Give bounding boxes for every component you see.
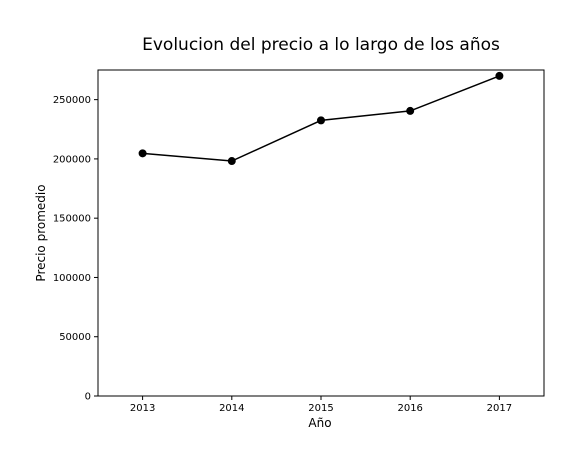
y-tick-label: 0 bbox=[85, 392, 91, 403]
y-tick-label: 200000 bbox=[53, 154, 91, 165]
y-tick-label: 150000 bbox=[53, 214, 91, 225]
data-point bbox=[406, 106, 415, 115]
y-axis: 0 50000 100000 150000 200000 250000 bbox=[53, 95, 98, 403]
chart-title: Evolucion del precio a lo largo de los a… bbox=[142, 35, 500, 55]
x-tick-label: 2017 bbox=[487, 403, 512, 414]
x-axis-label: Año bbox=[308, 416, 331, 430]
y-tick-label: 50000 bbox=[59, 332, 91, 343]
y-tick-label: 250000 bbox=[53, 95, 91, 106]
x-axis: 2013 2014 2015 2016 2017 bbox=[130, 396, 512, 414]
x-tick-label: 2016 bbox=[397, 403, 422, 414]
data-point bbox=[138, 149, 147, 158]
y-tick-label: 100000 bbox=[53, 273, 91, 284]
x-tick-label: 2014 bbox=[219, 403, 244, 414]
x-tick-label: 2013 bbox=[130, 403, 155, 414]
data-point bbox=[227, 157, 236, 166]
x-tick-label: 2015 bbox=[308, 403, 333, 414]
data-point bbox=[317, 116, 325, 125]
data-point bbox=[495, 71, 504, 80]
series-points bbox=[138, 71, 504, 166]
y-axis-label: Precio promedio bbox=[34, 184, 48, 281]
